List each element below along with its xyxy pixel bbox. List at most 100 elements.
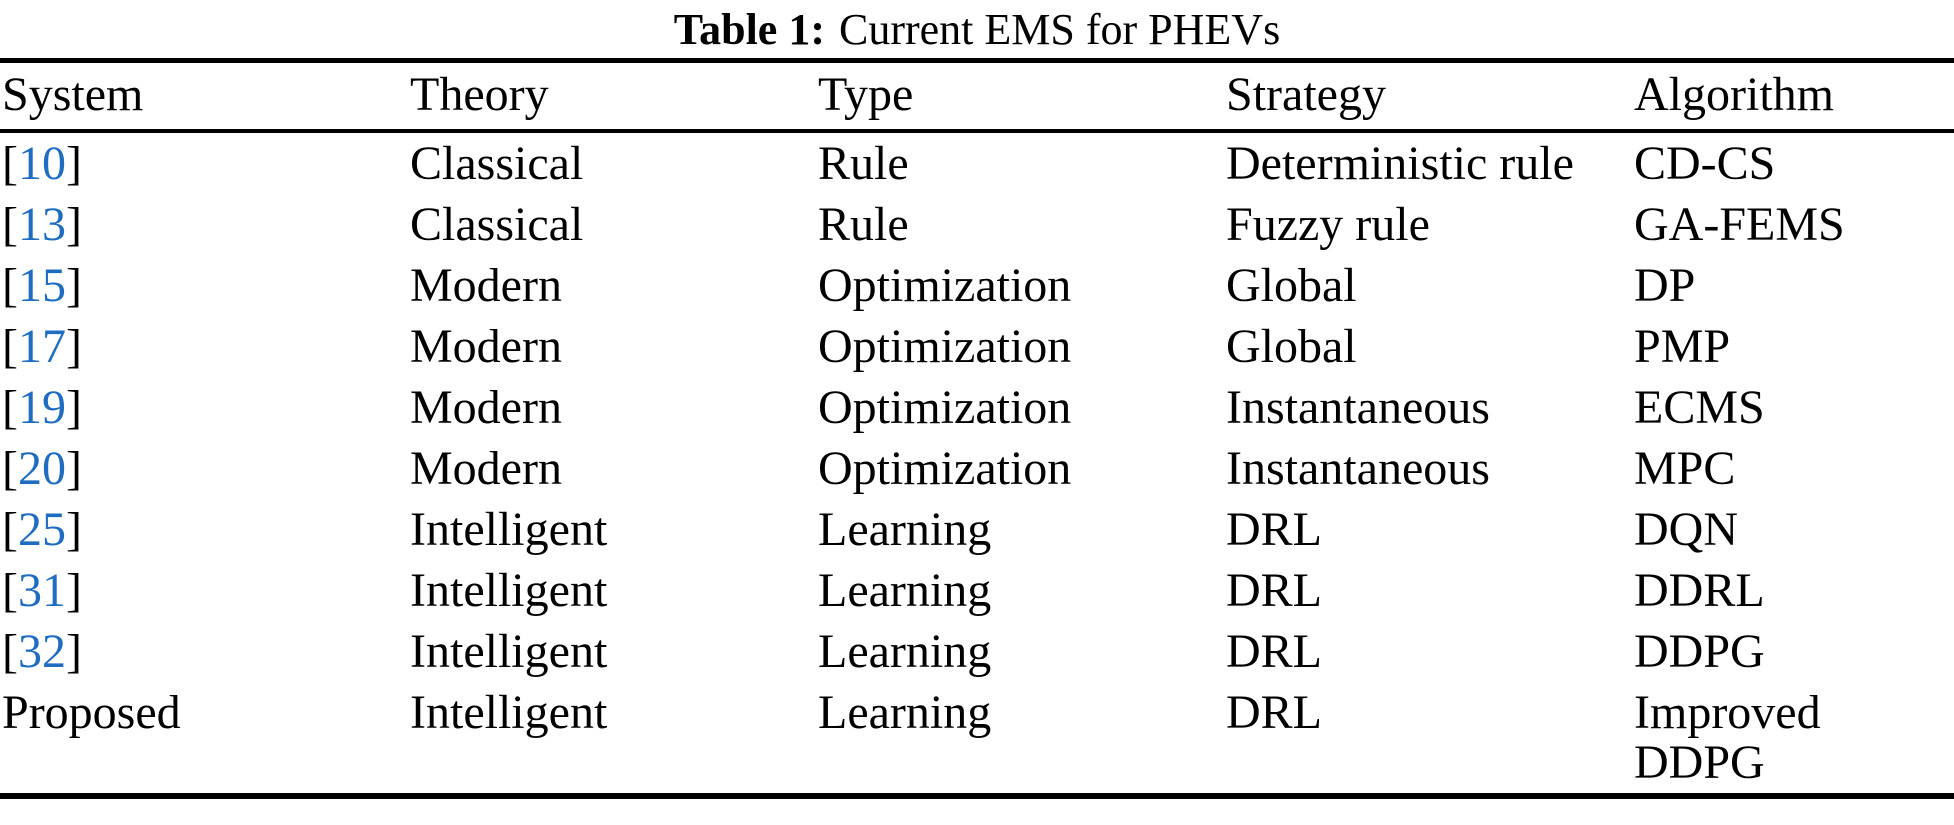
cell-text: DP <box>1634 258 1696 312</box>
citation-bracket-open: [ <box>2 441 18 495</box>
cell-type: Learning <box>816 682 1224 796</box>
table-row: [31] Intelligent Learning DRL DDRL <box>0 560 1954 621</box>
citation-number[interactable]: 20 <box>17 441 66 495</box>
citation-bracket-open: [ <box>2 563 18 617</box>
table-row: [10] Classical Rule Deterministic rule CD-CS <box>0 131 1954 194</box>
cell-text: Modern <box>410 380 562 434</box>
cell-system: [13] <box>0 194 408 255</box>
cell-text: Optimization <box>818 380 1072 434</box>
cell-text: Global <box>1226 258 1357 312</box>
citation-number[interactable]: 31 <box>17 563 66 617</box>
table-row: [17] Modern Optimization Global PMP <box>0 316 1954 377</box>
citation-link[interactable]: [32] <box>2 625 82 678</box>
citation-number[interactable]: 32 <box>17 624 66 678</box>
citation-bracket-close: ] <box>65 624 82 678</box>
citation-number[interactable]: 13 <box>17 197 66 251</box>
cell-theory: Classical <box>408 194 816 255</box>
citation-number[interactable]: 15 <box>17 258 66 312</box>
cell-text: Optimization <box>818 319 1072 373</box>
citation-number[interactable]: 17 <box>17 319 66 373</box>
cell-text: DRL <box>1226 563 1322 617</box>
cell-text: DDPG <box>1634 624 1765 678</box>
cell-text: Instantaneous <box>1226 380 1490 434</box>
cell-theory: Modern <box>408 316 816 377</box>
cell-theory: Modern <box>408 255 816 316</box>
cell-text: ECMS <box>1634 380 1765 434</box>
cell-text: DQN <box>1634 502 1738 556</box>
system-label: Proposed <box>2 685 181 739</box>
cell-strategy: DRL <box>1224 682 1632 796</box>
caption-text: Current EMS for PHEVs <box>838 5 1281 54</box>
cell-theory: Intelligent <box>408 499 816 560</box>
citation-link[interactable]: [20] <box>2 442 82 495</box>
cell-algorithm: DP <box>1632 255 1954 316</box>
citation-bracket-open: [ <box>2 197 18 251</box>
citation-link[interactable]: [31] <box>2 564 82 617</box>
citation-bracket-close: ] <box>65 502 82 556</box>
cell-text: Improved DDPG <box>1634 685 1821 789</box>
cell-algorithm: DQN <box>1632 499 1954 560</box>
cell-text: Optimization <box>818 258 1072 312</box>
citation-bracket-open: [ <box>2 502 18 556</box>
cell-strategy: DRL <box>1224 560 1632 621</box>
cell-text: Modern <box>410 258 562 312</box>
cell-text: Intelligent <box>410 502 608 556</box>
table-row: [19] Modern Optimization Instantaneous ECMS <box>0 377 1954 438</box>
citation-bracket-close: ] <box>65 136 82 190</box>
cell-text: Modern <box>410 319 562 373</box>
cell-type: Optimization <box>816 316 1224 377</box>
cell-theory: Intelligent <box>408 560 816 621</box>
column-header-strategy: Strategy <box>1224 60 1632 133</box>
cell-type: Learning <box>816 499 1224 560</box>
cell-text: Learning <box>818 502 992 556</box>
citation-number[interactable]: 19 <box>17 380 66 434</box>
column-header-type: Type <box>816 60 1224 133</box>
citation-link[interactable]: [17] <box>2 320 82 373</box>
column-header-algorithm: Algorithm <box>1632 60 1954 133</box>
cell-system: [20] <box>0 438 408 499</box>
ems-table: System Theory Type Strategy Algorithm [1… <box>0 58 1954 799</box>
citation-link[interactable]: [13] <box>2 198 82 251</box>
cell-strategy: Instantaneous <box>1224 377 1632 438</box>
cell-theory: Modern <box>408 438 816 499</box>
cell-strategy: Global <box>1224 316 1632 377</box>
cell-text: CD-CS <box>1634 136 1776 190</box>
citation-number[interactable]: 10 <box>17 136 66 190</box>
citation-bracket-close: ] <box>65 380 82 434</box>
cell-type: Learning <box>816 560 1224 621</box>
cell-text: Classical <box>410 197 584 251</box>
cell-type: Learning <box>816 621 1224 682</box>
cell-text: Intelligent <box>410 624 608 678</box>
cell-text: DDRL <box>1634 563 1765 617</box>
citation-link[interactable]: [15] <box>2 259 82 312</box>
cell-algorithm: DDPG <box>1632 621 1954 682</box>
table-row: [20] Modern Optimization Instantaneous MPC <box>0 438 1954 499</box>
cell-text: Optimization <box>818 441 1072 495</box>
table-caption: Table 1: Current EMS for PHEVs <box>0 0 1954 58</box>
cell-system: [31] <box>0 560 408 621</box>
cell-text: Rule <box>818 136 909 190</box>
cell-algorithm: MPC <box>1632 438 1954 499</box>
cell-type: Rule <box>816 194 1224 255</box>
citation-link[interactable]: [19] <box>2 381 82 434</box>
caption-label: Table 1: <box>673 5 825 54</box>
cell-text: Modern <box>410 441 562 495</box>
cell-algorithm: CD-CS <box>1632 131 1954 194</box>
cell-strategy: DRL <box>1224 499 1632 560</box>
citation-number[interactable]: 25 <box>17 502 66 556</box>
cell-algorithm: PMP <box>1632 316 1954 377</box>
citation-bracket-open: [ <box>2 258 18 312</box>
cell-text: DRL <box>1226 624 1322 678</box>
cell-strategy: DRL <box>1224 621 1632 682</box>
cell-text: GA-FEMS <box>1634 197 1845 251</box>
citation-bracket-open: [ <box>2 319 18 373</box>
cell-text: Deterministic rule <box>1226 136 1574 190</box>
citation-bracket-close: ] <box>65 197 82 251</box>
cell-text: Rule <box>818 197 909 251</box>
cell-system: [32] <box>0 621 408 682</box>
citation-bracket-close: ] <box>65 319 82 373</box>
cell-theory: Modern <box>408 377 816 438</box>
cell-type: Optimization <box>816 438 1224 499</box>
citation-link[interactable]: [10] <box>2 137 82 190</box>
citation-link[interactable]: [25] <box>2 503 82 556</box>
